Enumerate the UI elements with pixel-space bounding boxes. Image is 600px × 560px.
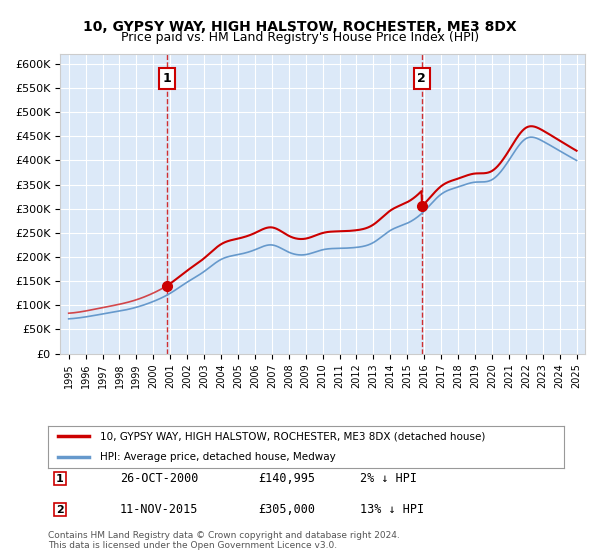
Text: £305,000: £305,000: [258, 503, 315, 516]
Text: 26-OCT-2000: 26-OCT-2000: [120, 472, 199, 486]
Text: £140,995: £140,995: [258, 472, 315, 486]
Text: 11-NOV-2015: 11-NOV-2015: [120, 503, 199, 516]
Text: 13% ↓ HPI: 13% ↓ HPI: [360, 503, 424, 516]
Text: Price paid vs. HM Land Registry's House Price Index (HPI): Price paid vs. HM Land Registry's House …: [121, 31, 479, 44]
Text: 10, GYPSY WAY, HIGH HALSTOW, ROCHESTER, ME3 8DX (detached house): 10, GYPSY WAY, HIGH HALSTOW, ROCHESTER, …: [100, 431, 485, 441]
Text: Contains HM Land Registry data © Crown copyright and database right 2024.
This d: Contains HM Land Registry data © Crown c…: [48, 530, 400, 550]
Text: HPI: Average price, detached house, Medway: HPI: Average price, detached house, Medw…: [100, 452, 335, 462]
Text: 1: 1: [163, 72, 172, 85]
Text: 2: 2: [56, 505, 64, 515]
Text: 1: 1: [56, 474, 64, 484]
Text: 10, GYPSY WAY, HIGH HALSTOW, ROCHESTER, ME3 8DX: 10, GYPSY WAY, HIGH HALSTOW, ROCHESTER, …: [83, 20, 517, 34]
Text: 2% ↓ HPI: 2% ↓ HPI: [360, 472, 417, 486]
Text: 2: 2: [418, 72, 426, 85]
